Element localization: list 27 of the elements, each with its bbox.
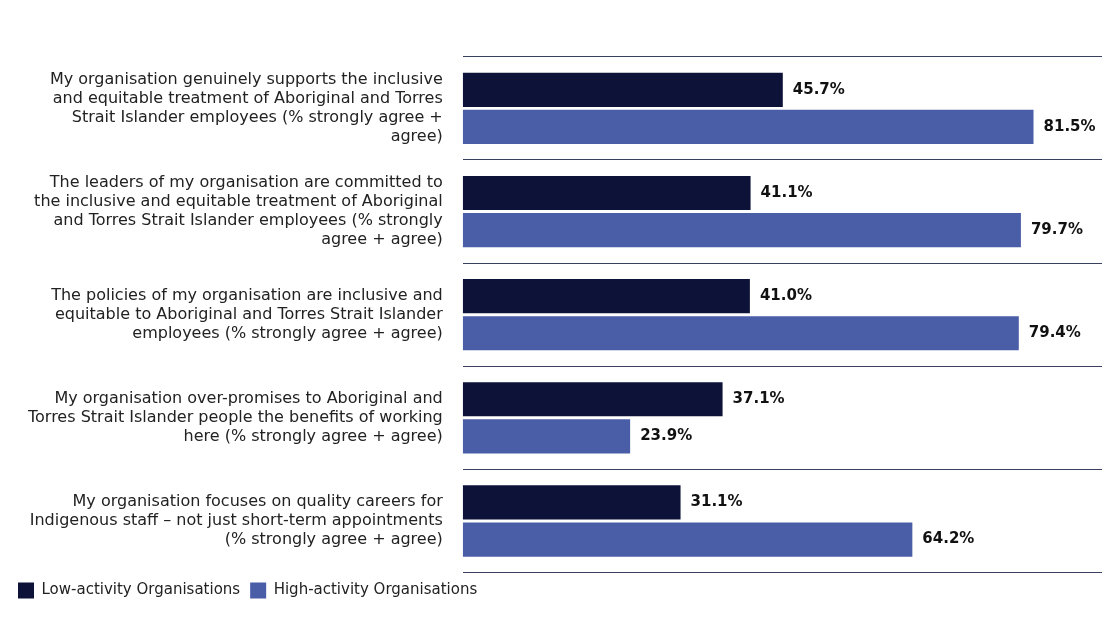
y-tick-label: My organisation focuses on quality careers for Indigenous staff – not just short-term appointments (% strongly agree + agree) bbox=[29, 490, 444, 549]
y-tick-label: My organisation over-promises to Aboriginal and Torres Strait Islander people the benefits of working here (% strongly agree + agree) bbox=[27, 387, 443, 446]
y-tick-label: The leaders of my organisation are committed to the inclusive and equitable treatment of Aboriginal and Torres Strait Islander employees (% strongly agree + agree) bbox=[34, 171, 443, 249]
data-label: 64.2% bbox=[922, 529, 975, 548]
data-label: 31.1% bbox=[690, 492, 743, 511]
bar bbox=[462, 109, 1034, 145]
data-label: 45.7% bbox=[792, 79, 845, 98]
bar bbox=[462, 419, 631, 454]
legend-label: High-activity Organisations bbox=[273, 580, 478, 599]
bar bbox=[462, 72, 783, 107]
bar bbox=[462, 382, 723, 417]
data-label: 41.0% bbox=[759, 286, 812, 305]
legend-label: Low-activity Organisations bbox=[41, 580, 241, 599]
data-label: 41.1% bbox=[760, 182, 813, 201]
bar bbox=[462, 485, 681, 520]
y-tick-label: My organisation genuinely supports the inclusive and equitable treatment of Aboriginal and Torres Strait Islander employees (% strongly agree + agree) bbox=[49, 68, 443, 146]
y-tick-label: The policies of my organisation are inclusive and equitable to Aboriginal and Torres Strait Islander employees (% strongly agree + agree) bbox=[50, 284, 444, 343]
data-label: 79.4% bbox=[1028, 323, 1081, 342]
bar bbox=[462, 213, 1021, 248]
data-label: 81.5% bbox=[1043, 116, 1096, 135]
data-label: 23.9% bbox=[640, 426, 693, 445]
data-label: 37.1% bbox=[732, 389, 785, 408]
bar bbox=[462, 522, 913, 557]
data-label: 79.7% bbox=[1030, 220, 1083, 238]
bar bbox=[462, 175, 751, 211]
bar bbox=[462, 316, 1019, 351]
bar bbox=[462, 279, 750, 314]
